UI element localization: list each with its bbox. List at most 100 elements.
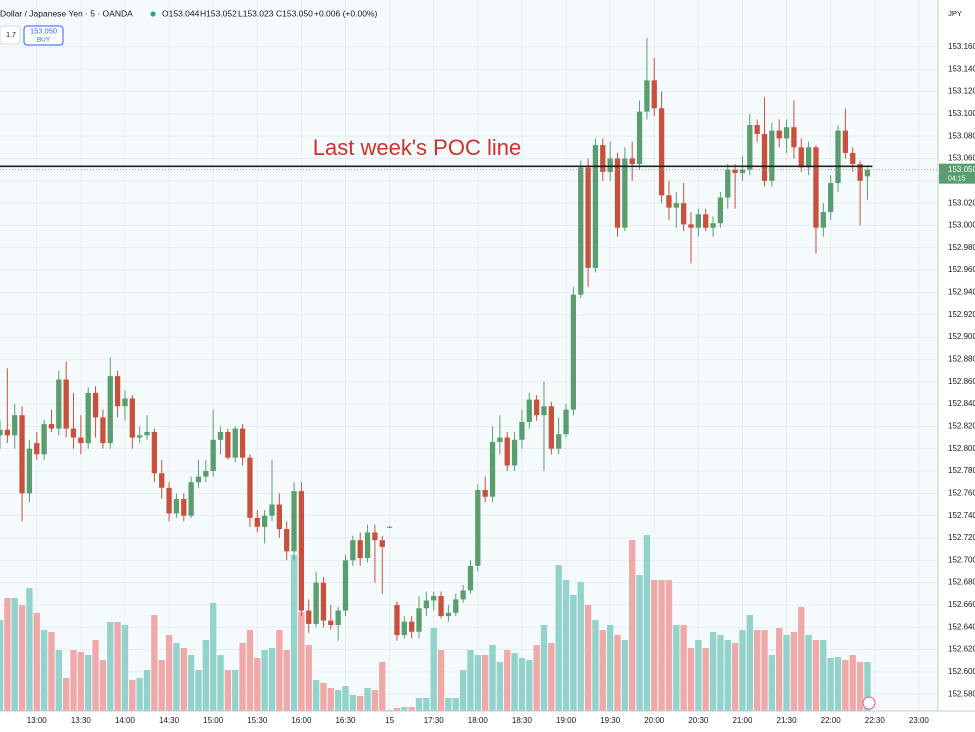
volume-bar [232, 670, 239, 711]
volume-bar [408, 707, 415, 711]
x-tick-label: 22:30 [865, 716, 886, 725]
y-tick-label: 153.080 [948, 131, 975, 140]
candle-body [372, 532, 378, 541]
symbol-title: Dollar / Japanese Yen · 5 · OANDA [0, 8, 133, 18]
candle-body [835, 130, 841, 184]
volume-bar [114, 622, 121, 711]
volume-bar [210, 603, 217, 711]
candle-body [48, 424, 55, 429]
candle-body [284, 529, 290, 552]
volume-bar [687, 648, 695, 711]
x-tick-label: 18:00 [468, 716, 489, 725]
candle-body [166, 487, 172, 514]
candle-body [276, 504, 282, 530]
volume-bar [761, 630, 768, 711]
volume-bar [856, 662, 864, 711]
candle-body [644, 80, 650, 112]
alert-icon[interactable] [862, 696, 876, 710]
y-tick-label: 152.880 [948, 355, 975, 364]
candle-body [63, 379, 69, 429]
candle-body [666, 195, 672, 208]
volume-bar [592, 620, 599, 711]
candle-body [313, 582, 319, 624]
candle-body [416, 608, 422, 632]
candle-body [732, 169, 738, 174]
candle-body [217, 431, 224, 440]
volume-bar [173, 643, 180, 711]
y-tick-label: 152.660 [948, 600, 975, 609]
volume-bar [107, 622, 114, 711]
y-tick-label: 152.760 [948, 488, 975, 497]
candle-body [607, 158, 613, 172]
candle-body [320, 582, 327, 621]
volume-bar [342, 686, 349, 711]
volume-bar [357, 696, 364, 711]
volume-bar [834, 657, 842, 711]
candle-body [614, 158, 621, 228]
candle-body [828, 183, 834, 213]
candle-body [409, 621, 415, 632]
volume-bar [85, 655, 92, 711]
candle-body [578, 167, 584, 295]
volume-bar [283, 650, 290, 711]
x-tick-label: 20:00 [644, 716, 665, 725]
candle-body [298, 491, 305, 611]
y-tick-label: 153.000 [948, 221, 975, 230]
volume-bar [790, 632, 798, 711]
volume-bar [658, 580, 665, 711]
candle-layer [0, 37, 871, 641]
ohlc-open: O153.044 [162, 8, 200, 18]
volume-bar [783, 635, 790, 711]
volume-bar [577, 582, 584, 711]
candle-body [541, 406, 547, 416]
volume-bar [40, 630, 48, 711]
x-tick-label: 15 [385, 716, 394, 725]
volume-bar [254, 658, 261, 711]
candle-body [658, 108, 665, 196]
volume-bar [70, 650, 77, 711]
volume-bar [290, 555, 298, 711]
volume-bar [334, 690, 342, 711]
volume-bar [555, 565, 562, 711]
volume-bar [842, 660, 849, 711]
y-tick-label: 152.940 [948, 288, 975, 297]
volume-bar [489, 645, 496, 711]
y-tick-label: 152.740 [948, 511, 975, 520]
candle-body [19, 415, 25, 494]
volume-bar [562, 580, 570, 711]
candle-body [695, 214, 702, 228]
x-tick-label: 14:30 [159, 716, 180, 725]
candle-body [232, 428, 238, 458]
ohlc-change: +0.006 (+0.00%) [314, 8, 377, 18]
candle-body [56, 379, 62, 429]
status-dot [150, 11, 156, 17]
volume-bar [158, 660, 165, 711]
y-tick-label: 152.980 [948, 243, 975, 252]
volume-bar [518, 658, 526, 711]
candle-body [291, 491, 297, 552]
volume-bar [753, 630, 761, 711]
volume-bar [4, 598, 11, 711]
ohlc-high: H153.052 [200, 8, 237, 18]
volume-bar [606, 625, 614, 711]
candle-body [703, 214, 709, 228]
volume-bar [467, 650, 474, 711]
candle-body [453, 599, 459, 613]
volume-bar [768, 655, 776, 711]
y-tick-label: 152.680 [948, 578, 975, 587]
candle-body [482, 489, 488, 497]
volume-bar [599, 630, 606, 711]
candle-body [548, 406, 554, 449]
candle-body [70, 428, 77, 438]
candle-body [34, 443, 40, 455]
candle-body [563, 409, 569, 435]
candle-body [78, 437, 84, 444]
buy-button[interactable] [23, 25, 64, 46]
volume-bar [239, 643, 246, 711]
volume-bar [0, 620, 4, 711]
volume-bar [187, 655, 195, 711]
candle-body [350, 540, 356, 561]
volume-bar [504, 650, 511, 711]
candle-body [688, 224, 694, 228]
candle-body [497, 437, 503, 443]
